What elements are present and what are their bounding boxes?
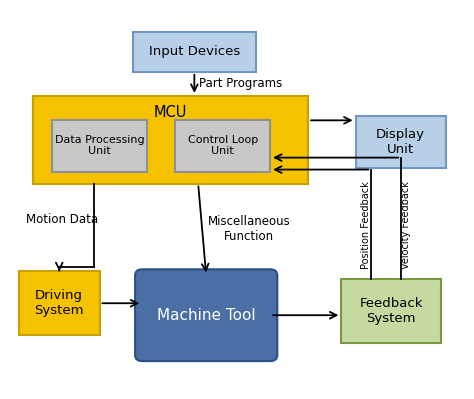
Text: Miscellaneous
Function: Miscellaneous Function (208, 215, 291, 243)
FancyBboxPatch shape (52, 120, 147, 172)
Text: Display
Unit: Display Unit (376, 128, 425, 156)
Text: Position Feedback: Position Feedback (361, 182, 372, 269)
FancyBboxPatch shape (341, 279, 441, 343)
Text: Driving
System: Driving System (35, 289, 84, 317)
Text: Motion Data: Motion Data (26, 213, 98, 226)
Text: Velocity Feedback: Velocity Feedback (401, 182, 411, 269)
Text: Machine Tool: Machine Tool (157, 308, 255, 323)
Text: Part Programs: Part Programs (199, 77, 283, 90)
Text: Data Processing
Unit: Data Processing Unit (55, 135, 145, 156)
FancyBboxPatch shape (133, 32, 256, 72)
Text: Feedback
System: Feedback System (359, 297, 423, 325)
FancyBboxPatch shape (356, 116, 446, 168)
Text: Input Devices: Input Devices (149, 45, 240, 58)
FancyBboxPatch shape (19, 271, 100, 335)
FancyBboxPatch shape (135, 269, 277, 361)
Text: MCU: MCU (154, 105, 187, 120)
FancyBboxPatch shape (175, 120, 270, 172)
FancyBboxPatch shape (33, 96, 308, 184)
Text: Control Loop
Unit: Control Loop Unit (188, 135, 258, 156)
